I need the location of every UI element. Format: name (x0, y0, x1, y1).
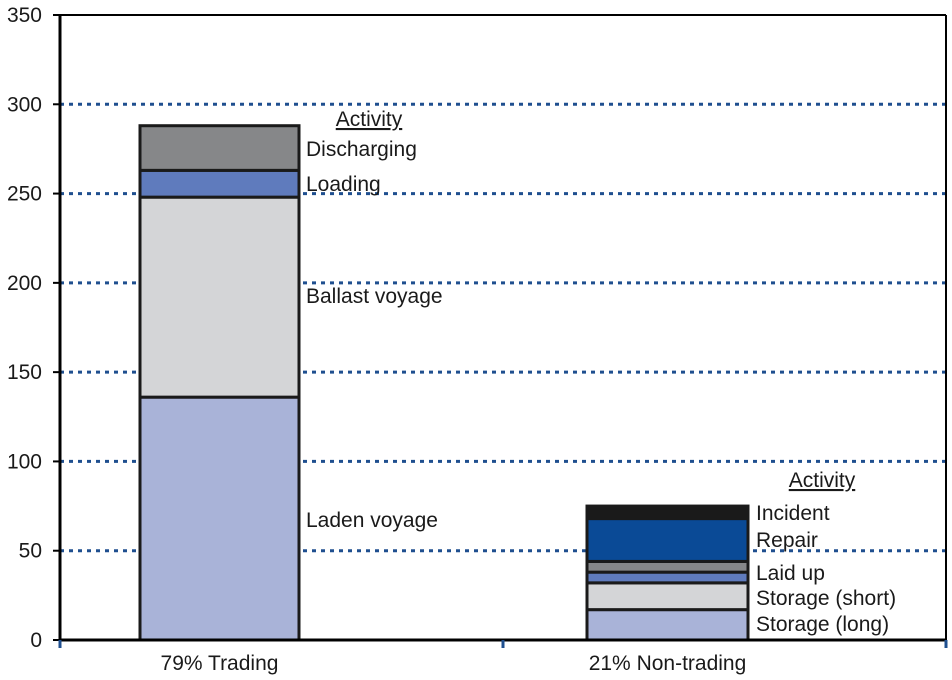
segment-label: Ballast voyage (306, 285, 443, 308)
bar-segment (585, 581, 750, 612)
bar-segment (138, 168, 301, 199)
axes (58, 14, 947, 642)
segment-label: Storage (long) (756, 613, 889, 636)
x-categories: 79% Trading 21% Non-trading (58, 640, 948, 675)
segment-labels: Laden voyage Ballast voyage Loading Dischar… (306, 108, 896, 636)
y-tick-label: 150 (7, 361, 42, 384)
bar-segment (585, 559, 750, 574)
segment-label: Incident (756, 502, 830, 525)
segment-label: Discharging (306, 138, 417, 161)
y-tick-label: 200 (7, 272, 42, 295)
y-tick-label: 300 (7, 93, 42, 116)
x-category-label: 21% Non-trading (589, 652, 747, 675)
y-tick-label: 0 (30, 629, 42, 652)
y-ticks: 0 50 100 150 200 250 300 350 (7, 4, 60, 652)
x-category-label: 79% Trading (161, 652, 279, 675)
bar-segment (585, 570, 750, 585)
segment-label: Laden voyage (306, 509, 438, 532)
bar-segment (138, 195, 301, 399)
bar-segment (585, 608, 750, 642)
y-tick-label: 350 (7, 4, 42, 27)
segment-label: Loading (306, 173, 381, 196)
y-tick-label: 250 (7, 183, 42, 206)
y-tick-label: 100 (7, 450, 42, 473)
bars (138, 124, 750, 642)
segment-label: Laid up (756, 562, 825, 585)
activity-heading: Activity (789, 469, 856, 492)
bar-segment (585, 504, 750, 521)
y-tick-label: 50 (19, 540, 42, 563)
segment-label: Storage (short) (756, 587, 896, 610)
bar-segment (585, 517, 750, 563)
bar-segment (138, 395, 301, 642)
segment-label: Repair (756, 529, 818, 552)
activity-heading: Activity (336, 108, 403, 131)
bar-segment (138, 124, 301, 172)
